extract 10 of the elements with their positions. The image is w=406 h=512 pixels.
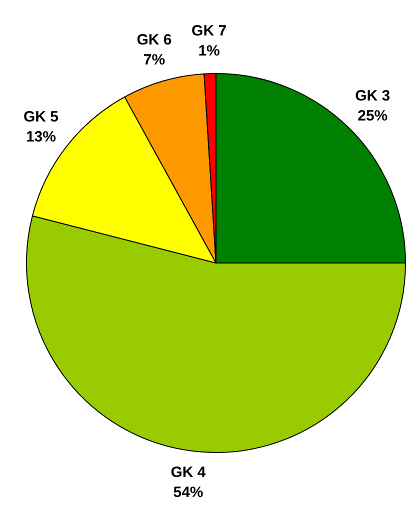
data-label: 1% [198, 42, 220, 60]
slice-label: GK 4 [170, 464, 206, 481]
data-label: 13% [26, 128, 56, 146]
data-label: 54% [173, 484, 204, 501]
slice-label: GK 7 [192, 22, 227, 40]
slice-label: GK 3 [355, 88, 390, 105]
data-label: 7% [143, 51, 166, 68]
slice-label: GK 6 [136, 31, 172, 48]
slice-label: GK 5 [23, 108, 58, 126]
data-label: 25% [358, 108, 388, 125]
